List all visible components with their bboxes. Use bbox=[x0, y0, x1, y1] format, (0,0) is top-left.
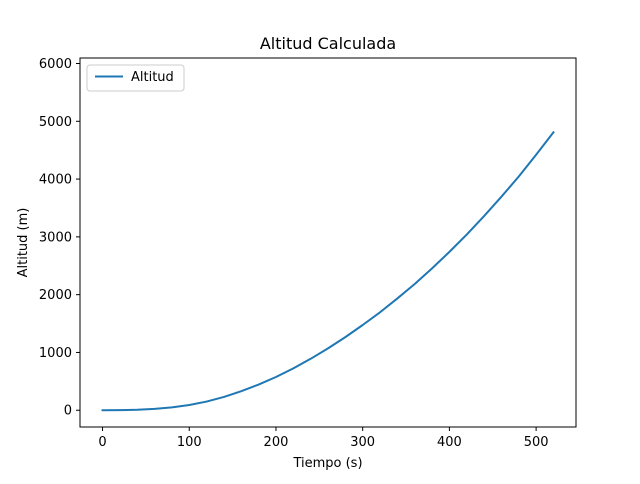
axes-frame bbox=[79, 57, 577, 428]
plot-area bbox=[101, 130, 555, 412]
y-tick-label: 4000 bbox=[39, 173, 72, 188]
y-tick-label: 1000 bbox=[39, 346, 72, 361]
x-tick-label: 300 bbox=[350, 435, 375, 450]
y-tick-label: 5000 bbox=[39, 115, 72, 130]
y-tick-label: 0 bbox=[64, 404, 72, 419]
y-axis-label: Altitud (m) bbox=[16, 208, 31, 278]
x-tick-label: 100 bbox=[177, 435, 202, 450]
y-tick-label: 2000 bbox=[39, 288, 72, 303]
axis-ticks: 0 100 200 300 400 500010002000300040005000600… bbox=[39, 57, 549, 450]
y-tick-label: 3000 bbox=[39, 230, 72, 245]
legend-box bbox=[86, 64, 185, 92]
legend-label-altitud: Altitud bbox=[131, 70, 174, 85]
y-tick-label: 6000 bbox=[39, 57, 72, 72]
x-axis-label: Tiempo (s) bbox=[292, 456, 362, 471]
x-tick-label: 0 bbox=[98, 435, 106, 450]
legend: Altitud bbox=[86, 64, 185, 92]
chart-title: Altitud Calculada bbox=[260, 34, 396, 53]
x-tick-label: 200 bbox=[264, 435, 289, 450]
x-tick-label: 400 bbox=[437, 435, 462, 450]
series-line-altitud bbox=[101, 130, 555, 412]
x-tick-label: 500 bbox=[524, 435, 549, 450]
